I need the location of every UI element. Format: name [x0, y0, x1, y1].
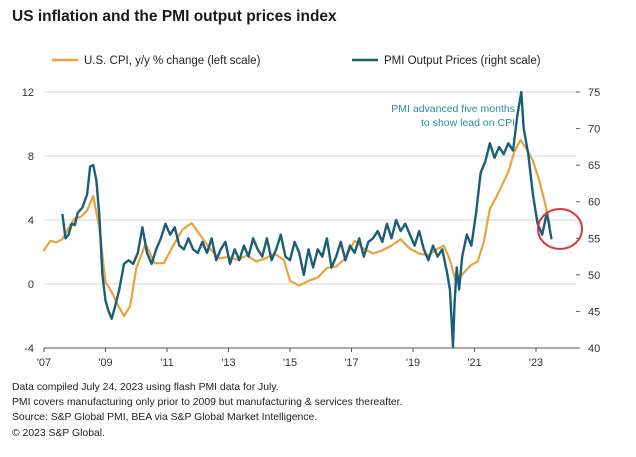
- y-left-tick-label: 0: [28, 279, 34, 291]
- y-right-tick-label: 45: [588, 306, 600, 318]
- x-tick-label: '19: [406, 357, 420, 369]
- y-left-tick-label: 12: [22, 87, 34, 99]
- annotation-text: PMI advanced five months: [391, 103, 515, 115]
- annotation-group: PMI advanced five months to show lead on …: [391, 103, 583, 250]
- footnote-line: © 2023 S&P Global.: [12, 427, 105, 439]
- y-right-tick-label: 50: [588, 270, 600, 282]
- chart-svg: U.S. CPI, y/y % change (left scale) PMI O…: [22, 55, 601, 369]
- x-tick-label: '21: [467, 357, 481, 369]
- highlight-circle: [537, 208, 583, 250]
- x-tick-label: '07: [37, 357, 51, 369]
- y-right-tick-label: 70: [588, 124, 600, 136]
- y-left-tick-label: 4: [28, 215, 34, 227]
- x-tick-label: '09: [98, 357, 112, 369]
- y-left-tick-label: -4: [24, 343, 34, 355]
- annotation-text: to show lead on CPI: [421, 117, 515, 129]
- y-right-tick-label: 55: [588, 233, 600, 245]
- legend-label: U.S. CPI, y/y % change (left scale): [84, 55, 261, 67]
- footnote-line: PMI covers manufacturing only prior to 2…: [12, 397, 403, 409]
- legend: U.S. CPI, y/y % change (left scale) PMI O…: [52, 55, 541, 67]
- x-tick-label: '15: [283, 357, 297, 369]
- footnotes: Data compiled July 24, 2023 using flash …: [12, 380, 402, 441]
- y-right-tick-label: 75: [588, 87, 600, 99]
- footnote-line: Source: S&P Global PMI, BEA via S&P Glob…: [12, 412, 318, 424]
- footnote-line: Data compiled July 24, 2023 using flash …: [12, 382, 279, 393]
- cpi-series-line: [42, 138, 551, 318]
- pmi-series-line: [61, 90, 553, 348]
- x-tick-label: '11: [160, 357, 174, 369]
- axes: -4 0 4 8 12 40 45 50 55 60 65 70 75 '07 '09 '11 '13 '15 '1…: [22, 87, 601, 369]
- series-lines: [42, 90, 553, 348]
- y-left-tick-label: 8: [28, 151, 34, 163]
- y-right-tick-label: 40: [588, 343, 600, 355]
- chart-title: US inflation and the PMI output prices i…: [12, 8, 337, 25]
- y-right-tick-label: 60: [588, 197, 600, 209]
- x-tick-label: '17: [344, 357, 358, 369]
- legend-label: PMI Output Prices (right scale): [384, 55, 541, 67]
- x-tick-label: '13: [221, 357, 235, 369]
- y-right-tick-label: 65: [588, 160, 600, 172]
- x-tick-label: '23: [529, 357, 543, 369]
